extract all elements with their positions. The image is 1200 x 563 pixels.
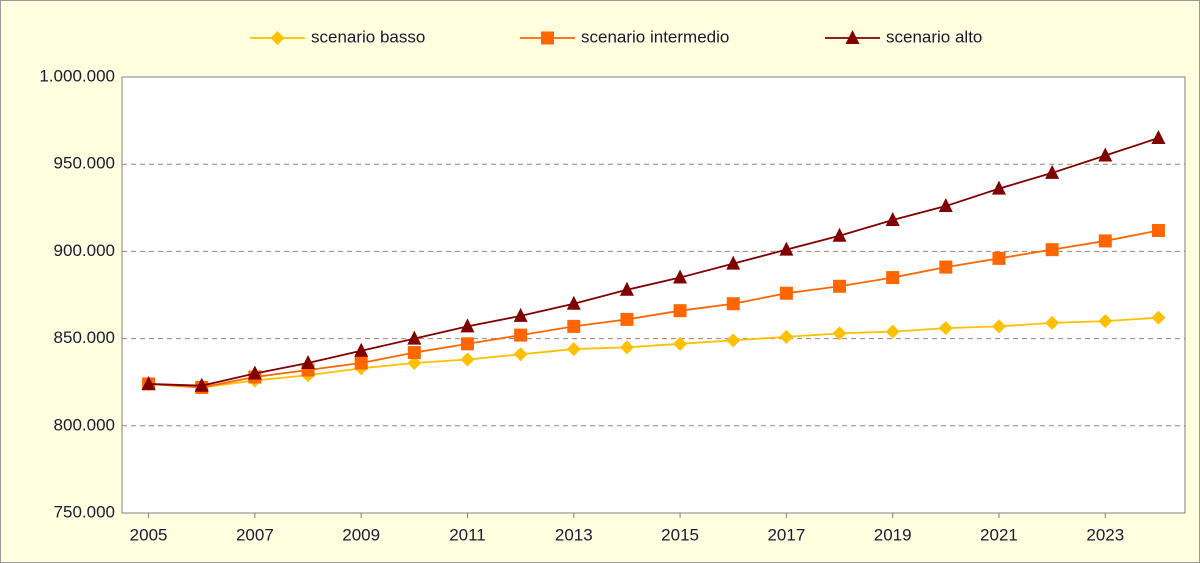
legend-label: scenario intermedio xyxy=(581,27,729,46)
data-point xyxy=(566,342,581,357)
data-point xyxy=(407,330,422,345)
y-tick-label: 850.000 xyxy=(54,328,115,347)
legend-marker xyxy=(270,31,285,45)
data-point xyxy=(726,297,740,311)
data-point xyxy=(619,340,634,355)
data-point xyxy=(779,329,794,344)
data-point xyxy=(991,319,1006,334)
data-point xyxy=(1045,243,1059,257)
data-point xyxy=(301,355,316,370)
x-tick-label: 2013 xyxy=(555,525,593,544)
data-point xyxy=(779,286,793,300)
x-tick-label: 2021 xyxy=(980,525,1018,544)
x-tick-label: 2009 xyxy=(342,525,380,544)
x-tick-label: 2017 xyxy=(767,525,805,544)
plot-area xyxy=(122,77,1185,513)
data-point xyxy=(832,326,847,341)
legend-label: scenario basso xyxy=(311,27,425,46)
data-point xyxy=(407,356,422,371)
data-point xyxy=(885,212,900,227)
data-point xyxy=(566,295,581,310)
data-point xyxy=(460,337,474,351)
data-point xyxy=(407,346,421,360)
x-tick-label: 2023 xyxy=(1086,525,1124,544)
data-point xyxy=(1151,130,1166,145)
data-point xyxy=(673,304,687,318)
data-point xyxy=(619,281,634,296)
data-point xyxy=(1098,234,1112,248)
data-point xyxy=(991,180,1006,195)
data-point xyxy=(1098,147,1113,162)
data-point xyxy=(354,356,368,370)
plot-border xyxy=(121,76,1186,514)
data-point xyxy=(673,336,688,351)
data-point xyxy=(247,365,262,380)
data-point xyxy=(779,241,794,256)
data-point xyxy=(141,375,156,390)
data-point xyxy=(513,307,528,322)
data-point xyxy=(939,260,953,274)
y-tick-label: 950.000 xyxy=(54,154,115,173)
y-tick-label: 900.000 xyxy=(54,241,115,260)
data-point xyxy=(567,319,581,333)
data-point xyxy=(673,269,688,284)
data-point xyxy=(354,342,369,357)
data-point xyxy=(833,279,847,293)
series-line xyxy=(148,229,1159,389)
data-point xyxy=(460,352,475,367)
legend-marker xyxy=(541,31,554,45)
x-tick-label: 2007 xyxy=(236,525,274,544)
data-point xyxy=(992,251,1006,265)
data-point xyxy=(886,271,900,285)
data-point xyxy=(460,318,475,333)
data-point xyxy=(1151,223,1165,237)
data-point xyxy=(1098,314,1113,329)
data-point xyxy=(938,321,953,336)
x-tick-label: 2005 xyxy=(130,525,168,544)
data-point xyxy=(726,255,741,270)
series-line xyxy=(148,137,1159,387)
y-tick-label: 750.000 xyxy=(54,502,115,521)
data-point xyxy=(832,227,847,242)
data-point xyxy=(514,328,528,342)
series-line xyxy=(148,316,1159,389)
data-point xyxy=(620,312,634,326)
legend-label: scenario alto xyxy=(886,27,982,46)
x-tick-label: 2015 xyxy=(661,525,699,544)
data-point xyxy=(938,198,953,213)
legend-marker xyxy=(845,30,860,44)
data-point xyxy=(1045,315,1060,330)
data-point xyxy=(194,377,209,392)
x-tick-label: 2019 xyxy=(874,525,912,544)
data-point xyxy=(1045,164,1060,179)
x-tick-label: 2011 xyxy=(449,525,486,544)
data-point xyxy=(513,347,528,362)
data-point xyxy=(885,324,900,339)
y-tick-label: 1.000.000 xyxy=(39,66,115,85)
data-point xyxy=(1151,310,1166,325)
data-point xyxy=(726,333,741,348)
y-tick-label: 800.000 xyxy=(54,415,115,434)
